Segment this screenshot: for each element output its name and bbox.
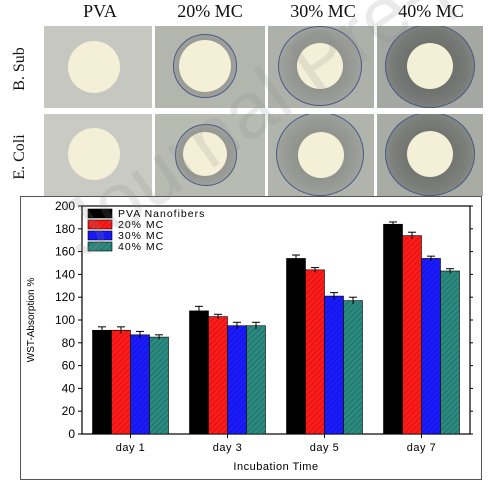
legend-label: 30% MC xyxy=(118,230,164,242)
legend-label: PVA Nanofibers xyxy=(118,208,205,220)
bar-hatch xyxy=(130,334,150,434)
y-tick-label: 120 xyxy=(55,290,75,304)
y-axis-label: WST-Absorption % xyxy=(26,278,37,363)
bars xyxy=(92,221,460,435)
x-tick-label: day 7 xyxy=(407,442,436,454)
bar-hatch xyxy=(440,270,460,434)
bar-hatch xyxy=(402,235,422,434)
dish-ecoli-pva xyxy=(44,114,152,196)
bar-hatch xyxy=(246,325,266,434)
dish-ecoli-30mc xyxy=(268,114,374,196)
y-tick-label: 100 xyxy=(55,313,75,327)
column-label-40mc: 40% MC xyxy=(398,1,464,21)
legend-swatch-hatch xyxy=(88,231,112,240)
dish-bsub-30mc xyxy=(268,26,374,108)
x-tick-label: day 5 xyxy=(310,442,339,454)
x-tick-label: day 1 xyxy=(116,442,145,454)
dish-bsub-pva xyxy=(44,26,152,108)
bar-hatch xyxy=(227,325,247,434)
bar xyxy=(383,223,403,435)
dish-bsub-20mc xyxy=(155,26,265,108)
column-label-30mc: 30% MC xyxy=(290,1,356,21)
y-tick-label: 40 xyxy=(62,381,76,395)
axes: 0 20 40 60 80 100 120 140 160 180 200 WST-Absorptio… xyxy=(26,199,473,473)
y-tick-label: 140 xyxy=(55,267,75,281)
bar xyxy=(286,258,306,435)
bar-hatch xyxy=(343,300,363,434)
legend-label: 40% MC xyxy=(118,241,164,253)
y-tick-label: 20 xyxy=(62,404,76,418)
dish-ecoli-20mc xyxy=(155,114,265,196)
y-tick-label: 60 xyxy=(62,359,76,373)
legend-swatch-hatch xyxy=(88,242,112,251)
legend-swatch xyxy=(87,208,113,219)
dish-bsub-40mc xyxy=(377,26,483,108)
legend-swatch-hatch xyxy=(88,220,112,229)
bar-hatch xyxy=(149,337,169,434)
bar-hatch xyxy=(111,330,131,434)
bar-hatch xyxy=(305,269,325,434)
column-label-pva: PVA xyxy=(83,1,117,21)
bar-hatch xyxy=(324,296,344,434)
y-tick-label: 200 xyxy=(55,199,75,213)
column-label-20mc: 20% MC xyxy=(177,1,243,21)
chart-frame xyxy=(20,196,482,480)
y-tick-label: 80 xyxy=(62,336,76,350)
bar xyxy=(189,310,209,435)
y-tick-label: 160 xyxy=(55,245,75,259)
bar-hatch xyxy=(208,316,228,434)
bar xyxy=(92,329,112,435)
dish-ecoli-40mc xyxy=(377,114,483,196)
y-tick-label: 180 xyxy=(55,222,75,236)
legend-label: 20% MC xyxy=(118,219,164,231)
x-tick-label: day 3 xyxy=(213,442,242,454)
bar-hatch xyxy=(421,258,441,434)
y-tick-label: 0 xyxy=(68,427,75,441)
x-axis-label: Incubation Time xyxy=(233,461,318,473)
